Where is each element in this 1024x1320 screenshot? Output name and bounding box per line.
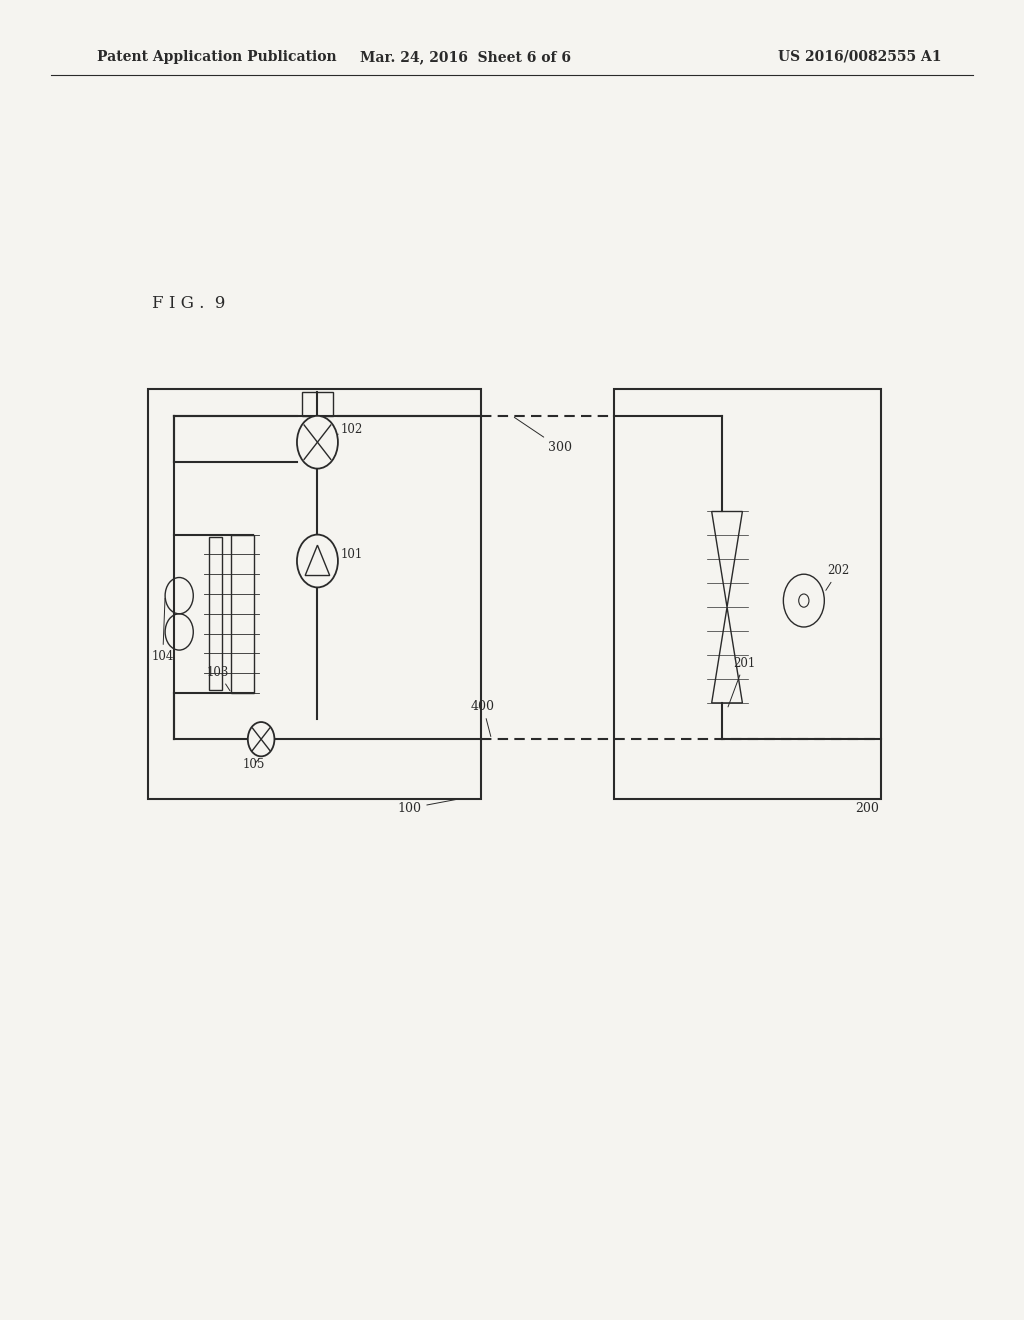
Circle shape [783, 574, 824, 627]
Text: 103: 103 [207, 665, 230, 690]
Bar [231, 535, 254, 693]
Text: 300: 300 [514, 417, 571, 454]
Text: 105: 105 [243, 758, 265, 771]
Text: Patent Application Publication: Patent Application Publication [97, 50, 337, 63]
Text: 101: 101 [341, 548, 364, 561]
Text: 102: 102 [338, 422, 364, 436]
Text: 200: 200 [855, 799, 879, 814]
Bar [209, 537, 222, 690]
Circle shape [248, 722, 274, 756]
Text: 104: 104 [152, 598, 174, 663]
Text: 202: 202 [825, 564, 850, 590]
Circle shape [297, 535, 338, 587]
Text: 400: 400 [471, 700, 495, 737]
Text: 100: 100 [397, 799, 458, 814]
Circle shape [297, 416, 338, 469]
Text: Mar. 24, 2016  Sheet 6 of 6: Mar. 24, 2016 Sheet 6 of 6 [360, 50, 571, 63]
Text: F I G .  9: F I G . 9 [152, 296, 225, 312]
Bar [302, 392, 333, 416]
Text: 201: 201 [728, 656, 756, 708]
Text: US 2016/0082555 A1: US 2016/0082555 A1 [778, 50, 942, 63]
Bar [148, 389, 481, 799]
Bar [614, 389, 881, 799]
